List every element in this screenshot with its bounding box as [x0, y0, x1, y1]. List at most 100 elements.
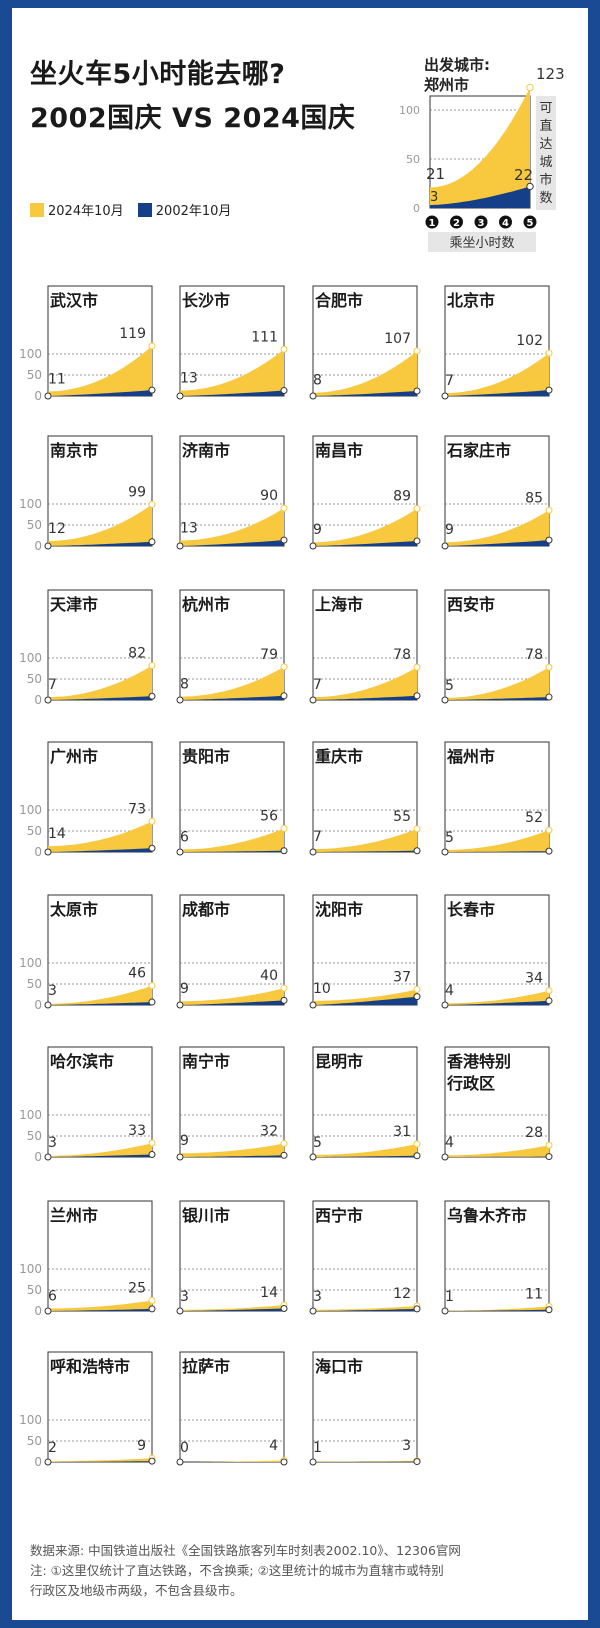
city-area-2002 [48, 1461, 152, 1462]
key-x-tick-label: 5 [527, 218, 534, 229]
city-end-dot-2002 [545, 536, 553, 544]
city-y-tick-label: 0 [34, 845, 42, 859]
city-label-2024-end: 111 [251, 329, 278, 345]
city-name: 成都市 [182, 900, 230, 919]
city-area-2002 [48, 848, 152, 852]
legend-label-2024: 2024年10月 [48, 204, 124, 219]
key-y-tick-label: 0 [413, 202, 420, 215]
key-label-2024-end: 123 [536, 65, 565, 83]
city-end-dot-2024 [413, 985, 421, 993]
key-ylabel-char: 达 [539, 137, 552, 152]
city-chart: 0 50 100 73 14 广州市 [19, 741, 156, 859]
city-chart: 56 6 贵阳市 [176, 741, 288, 856]
city-area-2024 [445, 990, 549, 1005]
city-label-2024-end: 46 [128, 966, 146, 982]
city-name: 长春市 [447, 900, 495, 919]
city-y-tick-label: 50 [27, 1283, 42, 1297]
city-y-tick-label: 50 [27, 1434, 42, 1448]
city-start-dot [44, 1458, 52, 1466]
key-area-2002 [430, 186, 530, 208]
city-chart: 78 7 上海市 [309, 589, 421, 704]
city-label-2024-start: 10 [313, 981, 331, 997]
city-chart: 3 1 海口市 [309, 1351, 421, 1466]
city-area-2024 [180, 1143, 284, 1157]
city-chart: 52 5 福州市 [441, 741, 553, 856]
city-area-2002 [313, 695, 417, 700]
key-ylabel-char: 城 [539, 155, 552, 170]
city-area-2002 [313, 850, 417, 852]
city-area-2024 [445, 830, 549, 852]
city-area-2024 [313, 1144, 417, 1157]
city-area-2024 [445, 1145, 549, 1157]
city-y-tick-label: 100 [19, 956, 42, 970]
city-end-dot-2002 [413, 1152, 421, 1160]
city-start-dot [441, 1001, 449, 1009]
city-name: 南宁市 [182, 1052, 230, 1071]
city-area-2024 [48, 1458, 152, 1462]
city-label-2024-start: 1 [445, 1289, 454, 1305]
key-label-2002-end: 22 [514, 166, 533, 184]
city-y-tick-label: 50 [27, 977, 42, 991]
city-label-2024-end: 82 [128, 646, 146, 662]
city-start-dot [44, 848, 52, 856]
city-label-2024-end: 9 [137, 1438, 146, 1454]
city-chart: 0 50 100 9 2 呼和浩特市 [19, 1351, 156, 1469]
city-end-dot-2002 [545, 386, 553, 394]
legend: 2024年10月 2002年10月 [30, 200, 241, 219]
city-area-2002 [180, 540, 284, 546]
city-label-2024-end: 14 [260, 1285, 278, 1301]
city-end-dot-2024 [148, 500, 156, 508]
city-area-2024 [313, 1460, 417, 1462]
city-end-dot-2024 [545, 663, 553, 671]
city-end-dot-2024 [545, 349, 553, 357]
title-line-2: 2002国庆 VS 2024国庆 [30, 103, 356, 134]
city-label-2024-start: 11 [48, 371, 66, 387]
city-area-2002 [445, 390, 549, 396]
city-label-2024-start: 9 [313, 522, 322, 538]
legend-swatch-2024 [30, 203, 44, 217]
city-chart: 0 50 100 99 12 南京市 [19, 435, 156, 553]
city-label-2024-start: 7 [48, 677, 57, 693]
city-chart: 55 7 重庆市 [309, 741, 421, 856]
city-area-2024 [48, 1143, 152, 1157]
city-label-2024-start: 3 [48, 983, 57, 999]
city-start-dot [441, 1307, 449, 1315]
city-y-tick-label: 100 [19, 1262, 42, 1276]
city-label-2024-end: 78 [525, 647, 543, 663]
city-area-2024 [48, 821, 152, 852]
city-end-dot-2002 [280, 387, 288, 395]
city-name: 合肥市 [315, 291, 363, 310]
city-area-2002 [313, 1155, 417, 1157]
city-y-tick-label: 50 [27, 368, 42, 382]
city-chart: 90 13 济南市 [176, 435, 288, 550]
city-name: 行政区 [446, 1074, 495, 1093]
city-label-2024-start: 8 [180, 677, 189, 693]
city-area-2002 [180, 695, 284, 700]
city-area-2024 [445, 353, 549, 396]
city-chart: 0 50 100 25 6 兰州市 [19, 1200, 156, 1318]
city-end-dot-2002 [280, 1458, 288, 1466]
city-area-2002 [313, 1308, 417, 1311]
city-area-2002 [180, 850, 284, 852]
city-end-dot-2024 [545, 1141, 553, 1149]
city-end-dot-2024 [413, 505, 421, 513]
city-name: 南京市 [50, 441, 98, 460]
city-area-2024 [180, 349, 284, 396]
city-label-2024-start: 14 [48, 826, 66, 842]
city-end-dot-2024 [280, 984, 288, 992]
city-name: 济南市 [182, 441, 230, 460]
key-x-tick-marker [474, 215, 488, 229]
city-start-dot [309, 392, 317, 400]
city-end-dot-2002 [413, 387, 421, 395]
city-end-dot-2002 [545, 693, 553, 701]
city-end-dot-2002 [545, 997, 553, 1005]
city-start-dot [309, 1458, 317, 1466]
key-ylabel-char: 市 [539, 172, 552, 188]
city-start-dot [176, 1458, 184, 1466]
key-x-tick-marker [523, 215, 537, 229]
city-area-2024 [313, 351, 417, 396]
city-label-2024-end: 40 [260, 968, 278, 984]
city-end-dot-2002 [280, 847, 288, 855]
city-end-dot-2024 [280, 824, 288, 832]
